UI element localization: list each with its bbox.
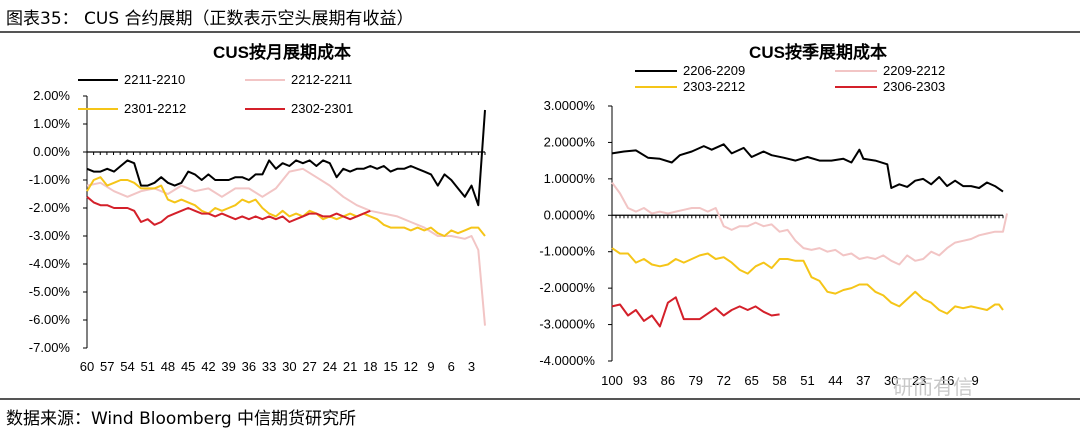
top-rule [0,31,1080,33]
y-tick-label: 1.00% [33,116,70,131]
chart-title: CUS按月展期成本 [213,42,351,62]
series-line-2303-2212 [611,247,1004,315]
series-line-2212-2211 [86,167,486,326]
x-tick-label: 100 [601,373,623,388]
y-tick-label: -5.00% [29,284,71,299]
legend-label-2206-2209: 2206-2209 [683,63,745,78]
x-tick-label: 9 [427,359,434,374]
legend-label-2302-2301: 2302-2301 [291,101,353,116]
series-line-2301-2212 [86,176,486,237]
x-tick-label: 42 [201,359,215,374]
x-tick-label: 15 [383,359,397,374]
y-tick-label: -3.0000% [539,317,595,332]
x-tick-label: 9 [971,373,978,388]
y-tick-label: -2.0000% [539,280,595,295]
x-tick-label: 23 [912,373,926,388]
x-tick-label: 21 [343,359,357,374]
x-tick-label: 54 [120,359,134,374]
figure-title: 图表35： CUS 合约展期（正数表示空头展期有收益） [6,9,414,29]
y-tick-label: 2.00% [33,88,70,103]
quarterly-roll-cost-chart: CUS按季展期成本 3.0000% 2.0000% 1.0000% 0.0000% -1.… [539,42,1008,388]
data-source: 数据来源：Wind Bloomberg 中信期货研究所 [6,409,357,429]
watermark-text: 研而有信 [893,375,973,399]
x-tick-label: 58 [772,373,786,388]
legend-label-2209-2212: 2209-2212 [883,63,945,78]
x-tick-label: 24 [323,359,337,374]
y-tick-label: -3.00% [29,228,71,243]
x-tick-label: 30 [884,373,898,388]
legend-label-2301-2212: 2301-2212 [124,101,186,116]
y-tick-label: -6.00% [29,312,71,327]
y-tick-label: 0.0000% [544,207,596,222]
x-tick-label: 51 [800,373,814,388]
x-tick-label: 6 [448,359,455,374]
y-tick-label: -7.00% [29,340,71,355]
x-tick-label: 45 [181,359,195,374]
x-tick-label: 65 [744,373,758,388]
legend-label-2211-2210: 2211-2210 [124,72,185,87]
x-tick-label: 3 [468,359,475,374]
x-tick-label: 72 [716,373,730,388]
x-tick-label: 51 [140,359,154,374]
y-tick-label: 3.0000% [544,98,596,113]
y-tick-label: -1.0000% [539,244,595,259]
monthly-roll-cost-chart: CUS按月展期成本 2.00% 1.00% 0.00% -1.00% -2.00% -3.0… [29,42,486,374]
x-tick-label: 36 [242,359,256,374]
x-tick-label: 39 [221,359,235,374]
x-tick-label: 93 [633,373,647,388]
x-tick-label: 86 [661,373,675,388]
x-tick-label: 18 [363,359,377,374]
y-tick-label: 0.00% [33,144,70,159]
y-tick-label: 1.0000% [544,171,596,186]
legend-label-2212-2211: 2212-2211 [291,72,352,87]
bottom-rule [0,398,1080,400]
x-tick-label: 27 [302,359,316,374]
series-line-2206-2209 [611,143,1004,193]
chart-title: CUS按季展期成本 [749,42,887,62]
x-tick-label: 79 [689,373,703,388]
x-tick-label: 44 [828,373,842,388]
x-tick-label: 16 [940,373,954,388]
y-tick-label: -1.00% [29,172,71,187]
legend-label-2303-2212: 2303-2212 [683,79,745,94]
series-line-2302-2301 [86,196,371,226]
series-line-2306-2303 [611,296,780,328]
x-tick-label: 60 [80,359,94,374]
x-tick-label: 12 [404,359,418,374]
series-line-2211-2210 [86,109,486,207]
x-tick-label: 37 [856,373,870,388]
x-tick-label: 30 [282,359,296,374]
legend-label-2306-2303: 2306-2303 [883,79,945,94]
y-tick-label: -4.00% [29,256,71,271]
series-line-2209-2212 [611,181,1008,266]
x-tick-label: 57 [100,359,114,374]
y-tick-label: 2.0000% [544,134,596,149]
y-tick-label: -4.0000% [539,353,595,368]
y-tick-label: -2.00% [29,200,71,215]
x-tick-label: 48 [161,359,175,374]
x-tick-label: 33 [262,359,276,374]
